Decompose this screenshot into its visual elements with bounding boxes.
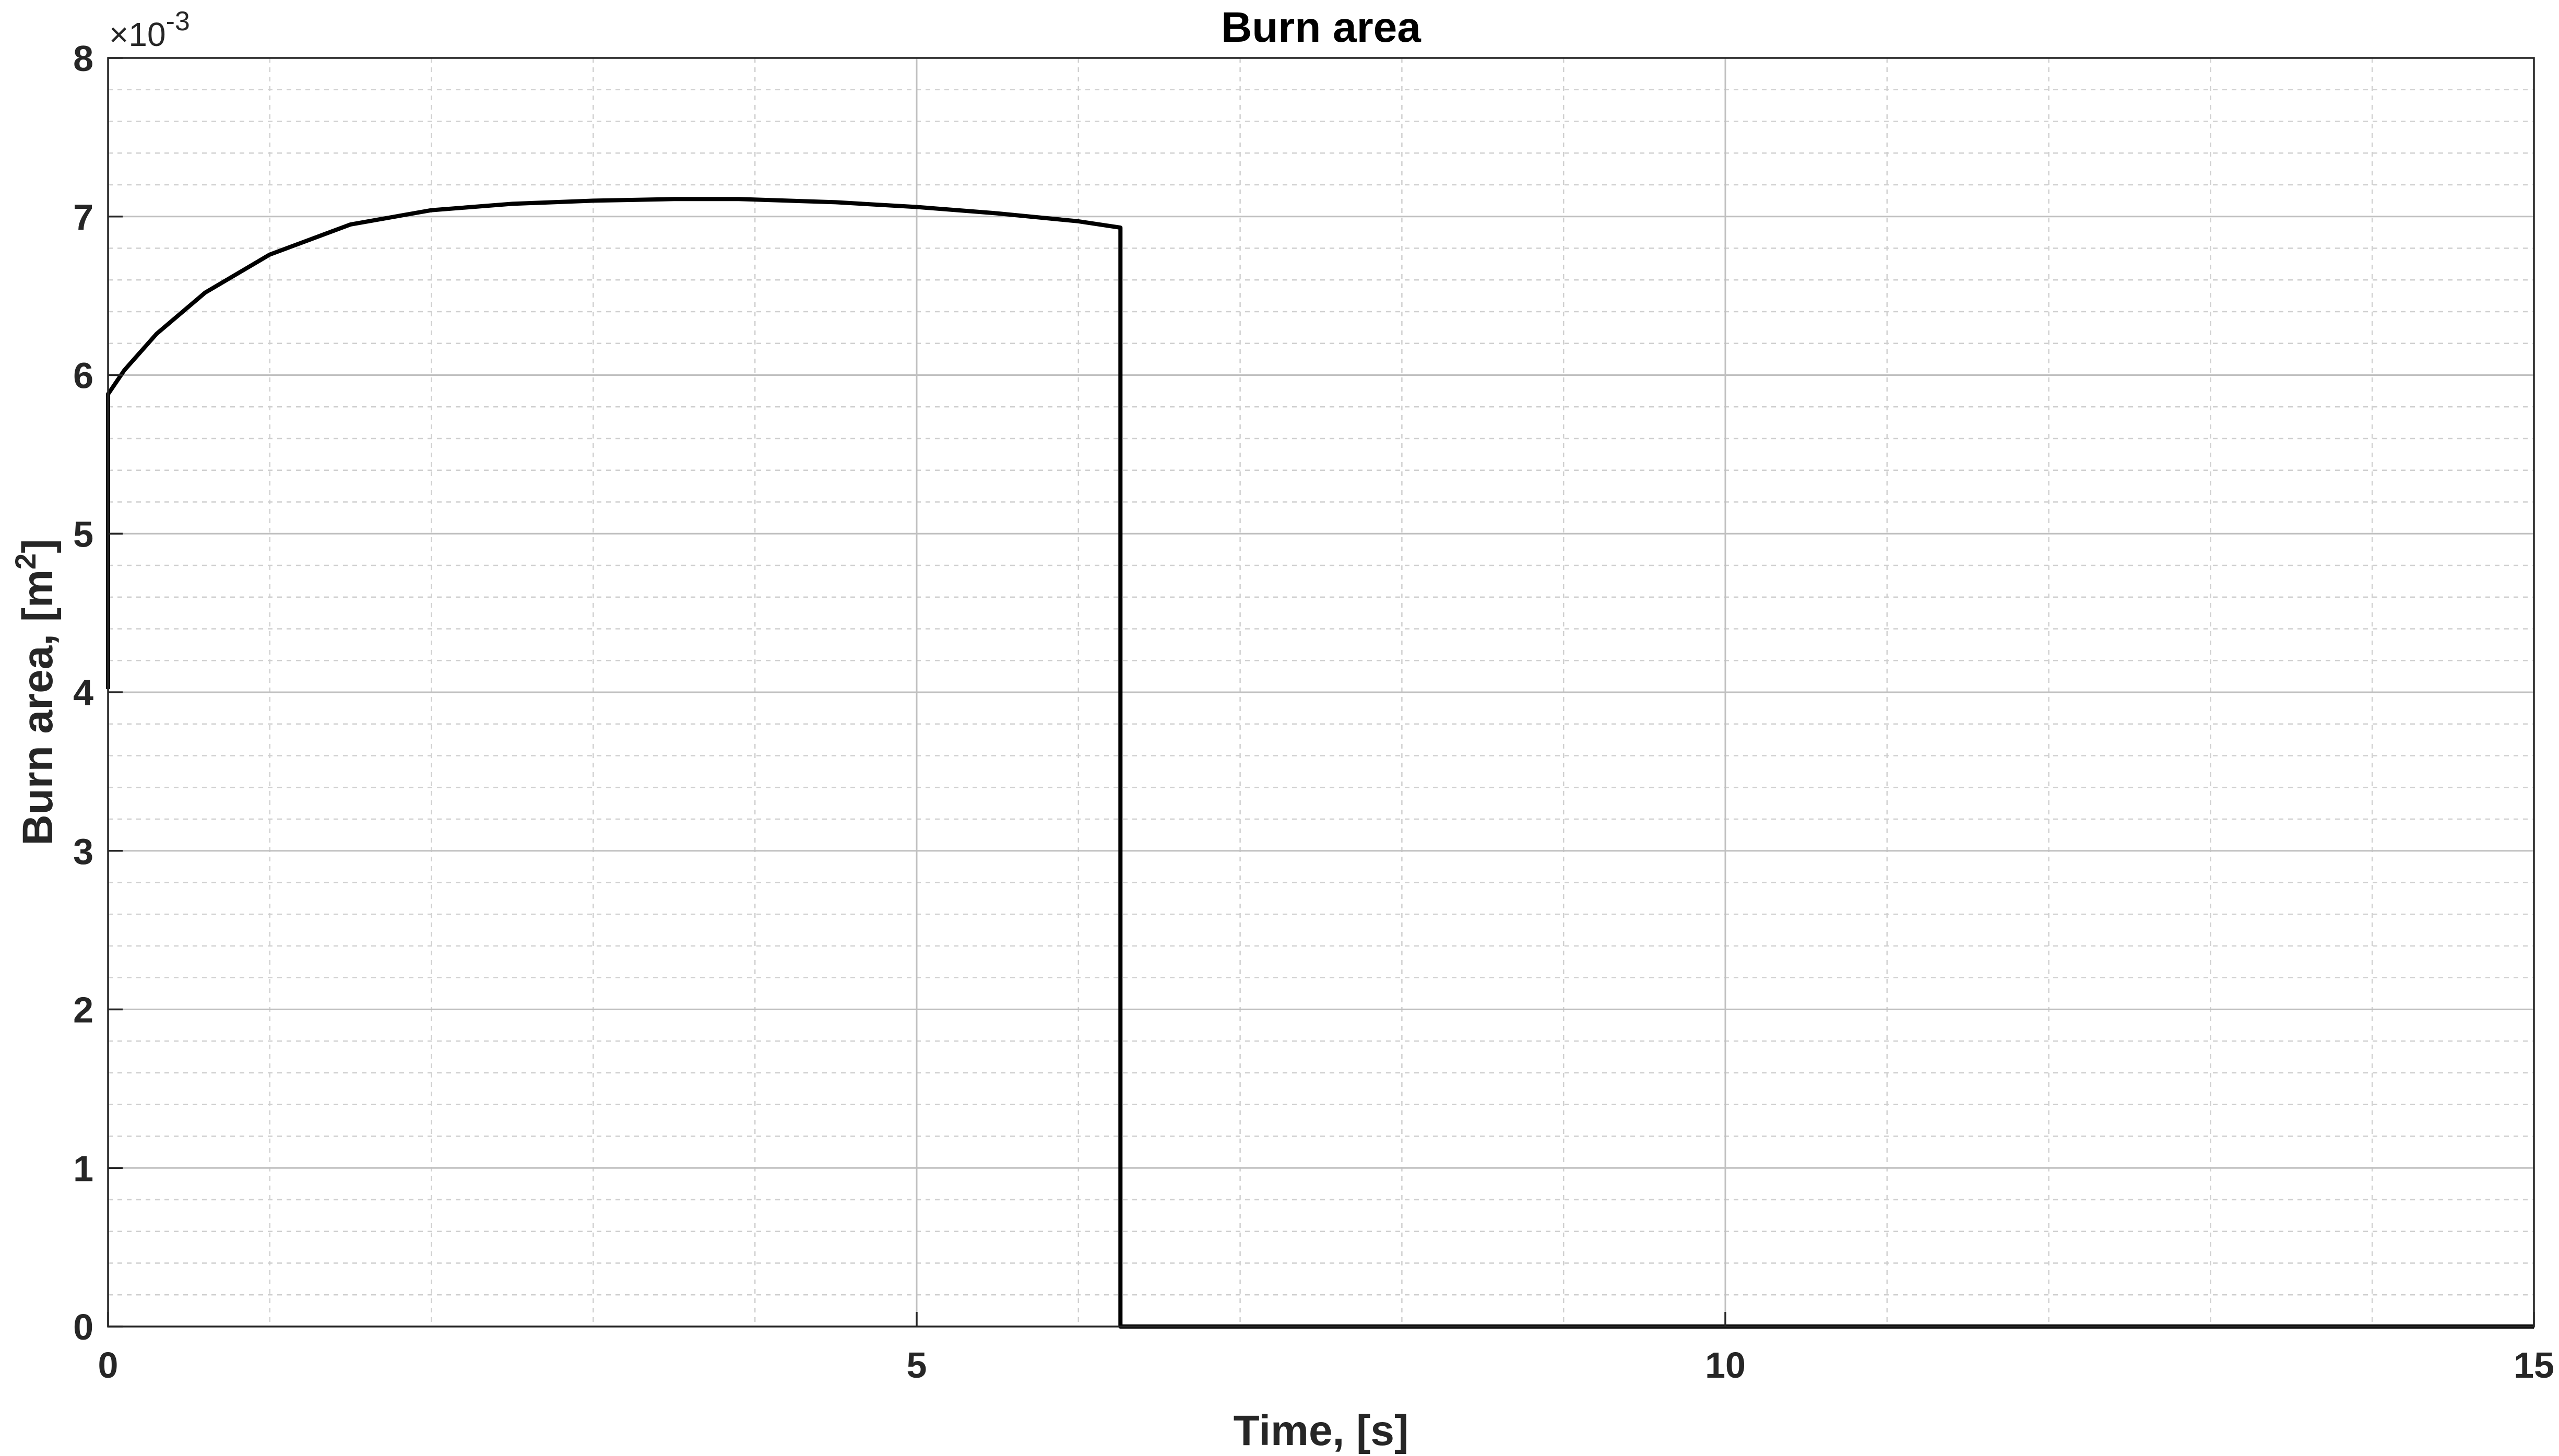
y-axis-label: Burn area, [m2] (9, 539, 62, 845)
y-axis-exponent-base: ×10 (109, 16, 166, 53)
y-axis-label-suffix: ] (14, 539, 62, 553)
minor-grid (108, 58, 2534, 1327)
y-tick-label: 5 (73, 514, 93, 554)
y-axis-exponent: ×10-3 (109, 6, 190, 53)
y-tick-label: 0 (73, 1307, 93, 1347)
y-tick-label: 1 (73, 1148, 93, 1189)
series-layer (106, 197, 2534, 1329)
y-axis-exponent-power: -3 (166, 6, 190, 37)
y-tick-label: 3 (73, 831, 93, 872)
x-tick-label: 10 (1705, 1345, 1746, 1386)
y-tick-label: 2 (73, 990, 93, 1031)
x-tick-label: 15 (2514, 1345, 2554, 1386)
x-tick-label: 0 (98, 1345, 119, 1386)
y-axis-label-superscript: 2 (9, 553, 42, 570)
burn-area-series-line (106, 197, 2534, 1329)
y-axis-label-main: Burn area, [m (14, 570, 62, 846)
y-tick-label: 4 (73, 672, 93, 713)
x-axis-label: Time, [s] (1234, 1407, 1409, 1454)
x-tick-labels: 0 5 10 15 (98, 1312, 2554, 1386)
chart-title: Burn area (1221, 4, 1421, 51)
x-tick-label: 5 (907, 1345, 927, 1386)
y-tick-label: 7 (73, 197, 93, 238)
y-tick-label: 6 (73, 356, 93, 396)
y-tick-labels: 0 1 2 3 4 5 6 7 8 (73, 38, 123, 1347)
y-tick-label: 8 (73, 38, 93, 79)
